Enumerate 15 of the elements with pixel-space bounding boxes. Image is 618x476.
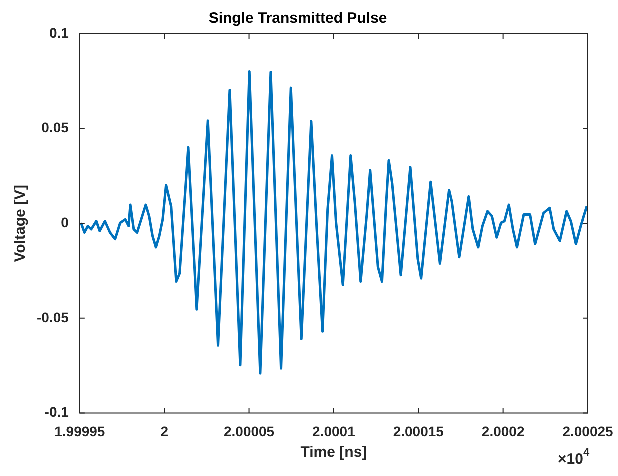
x-tick-label: 2.0002 bbox=[482, 423, 525, 440]
x-tick-label: 2 bbox=[160, 423, 169, 440]
x-tick-label: 2.00005 bbox=[224, 423, 275, 440]
y-tick-label: 0.1 bbox=[49, 24, 70, 41]
x-tick-label: 1.99995 bbox=[54, 423, 106, 440]
chart-title: Single Transmitted Pulse bbox=[208, 10, 388, 28]
y-tick-label: -0.05 bbox=[36, 309, 70, 326]
x-tick-label: 2.00025 bbox=[562, 423, 614, 440]
y-tick-label: 0 bbox=[61, 214, 70, 230]
x-axis-title: Time [ns] bbox=[300, 444, 368, 462]
y-axis-title: Voltage [V] bbox=[12, 184, 30, 262]
y-tick-label: 0.05 bbox=[42, 120, 70, 136]
y-tick-label: -0.1 bbox=[44, 404, 70, 420]
x-tick-label: 2.00015 bbox=[393, 423, 444, 440]
x-tick-label: 2.0001 bbox=[312, 423, 356, 440]
